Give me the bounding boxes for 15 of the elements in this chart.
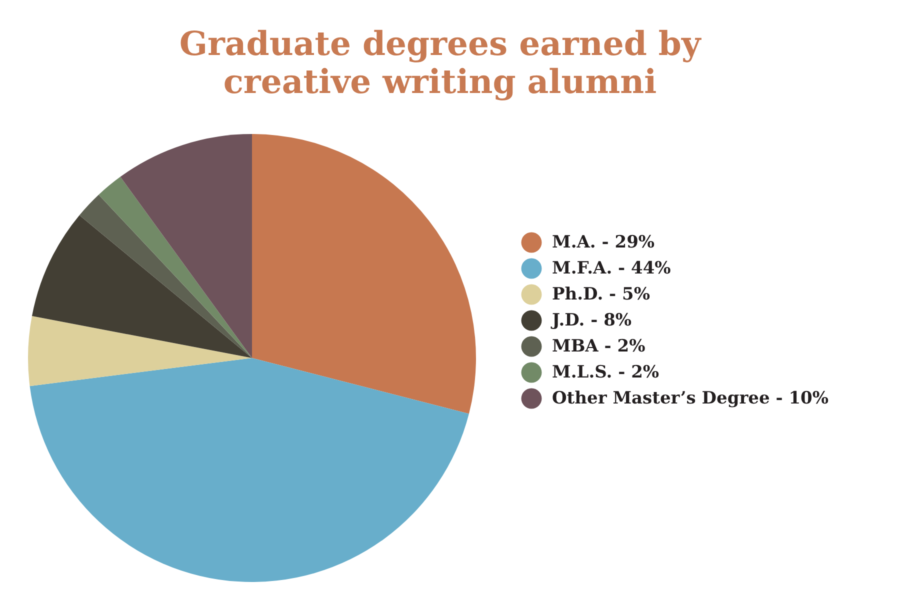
pie-slice [252,134,476,414]
legend-label: Ph.D. - 5% [552,284,650,304]
legend-label: M.F.A. - 44% [552,258,671,278]
legend-label: MBA - 2% [552,336,646,356]
legend-label: J.D. - 8% [550,310,632,330]
pie-slice [79,194,252,358]
pie-slice [30,358,469,582]
pie-slice [32,215,252,358]
legend-label: M.L.S. - 2% [552,362,660,382]
pie-slice [120,134,252,358]
legend-label: Other Master’s Degree - 10% [552,388,829,408]
pie-slice [28,316,252,386]
legend-label: M.A. - 29% [552,232,655,252]
pie-slice [98,176,252,358]
chart-title: Graduate degrees earned by creative writing alumni [179,24,702,101]
